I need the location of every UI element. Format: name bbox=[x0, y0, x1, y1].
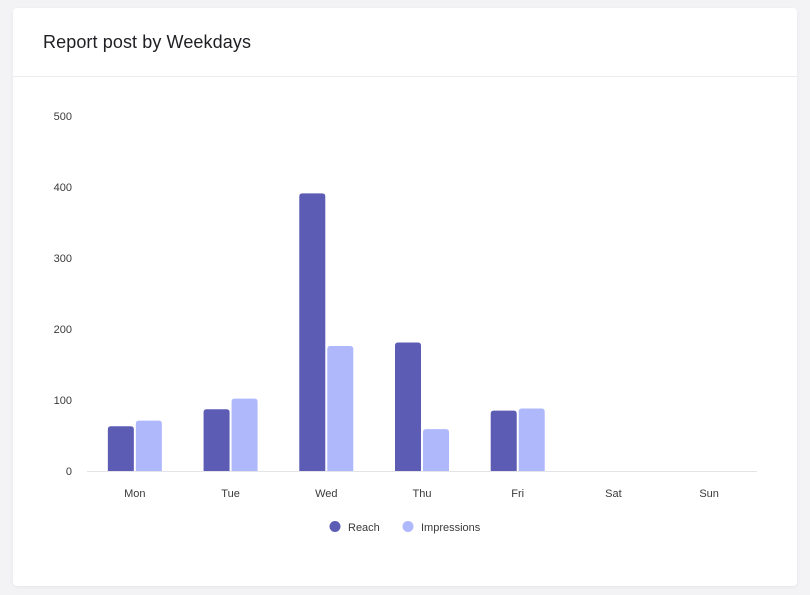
x-tick-label-wed: Wed bbox=[315, 488, 337, 500]
bar-impressions-tue[interactable] bbox=[231, 398, 258, 471]
bar-reach-mon[interactable] bbox=[107, 426, 134, 471]
report-card: Report post by Weekdays bbox=[13, 8, 797, 586]
y-tick-label: 100 bbox=[54, 395, 72, 407]
x-tick-label-sun: Sun bbox=[699, 488, 719, 500]
x-tick-label-thu: Thu bbox=[413, 488, 432, 500]
y-tick-label: 200 bbox=[54, 324, 72, 336]
card-title: Report post by Weekdays bbox=[43, 31, 252, 52]
x-tick-label-mon: Mon bbox=[124, 488, 145, 500]
legend-marker-impressions[interactable] bbox=[402, 521, 414, 532]
y-tick-label: 300 bbox=[54, 253, 72, 265]
y-tick-label: 500 bbox=[54, 111, 72, 123]
x-tick-label-sat: Sat bbox=[605, 488, 622, 500]
bar-reach-tue[interactable] bbox=[203, 409, 230, 471]
legend-marker-reach[interactable] bbox=[329, 521, 341, 532]
legend-label-reach[interactable]: Reach bbox=[348, 522, 380, 534]
y-tick-label: 400 bbox=[54, 182, 72, 194]
bar-impressions-wed[interactable] bbox=[327, 346, 354, 471]
y-tick-label: 0 bbox=[66, 466, 72, 478]
bar-reach-thu[interactable] bbox=[395, 342, 421, 471]
legend-label-impressions[interactable]: Impressions bbox=[421, 522, 481, 534]
card-header: Report post by Weekdays bbox=[13, 8, 797, 77]
bar-impressions-thu[interactable] bbox=[423, 429, 449, 471]
bar-impressions-fri[interactable] bbox=[518, 408, 545, 471]
bar-reach-wed[interactable] bbox=[299, 193, 326, 471]
bar-impressions-mon[interactable] bbox=[135, 420, 162, 471]
x-tick-label-fri: Fri bbox=[511, 488, 524, 500]
x-tick-label-tue: Tue bbox=[221, 488, 240, 500]
bar-reach-fri[interactable] bbox=[490, 410, 517, 471]
